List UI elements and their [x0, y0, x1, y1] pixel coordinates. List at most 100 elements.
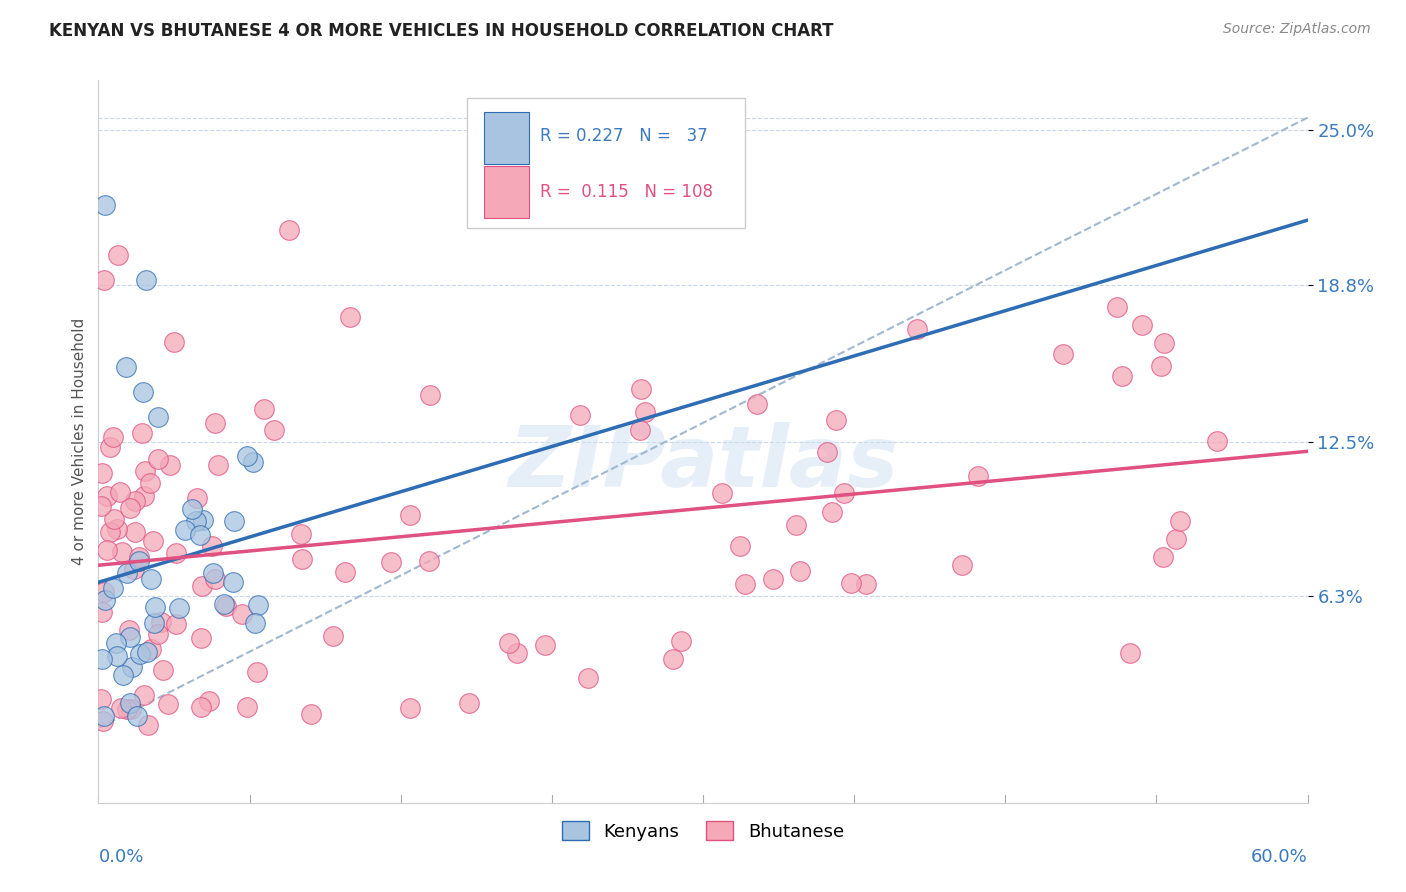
Point: [734, 577, 756, 591]
Point: [122, 562, 145, 576]
Text: Source: ZipAtlas.com: Source: ZipAtlas.com: [1223, 22, 1371, 37]
FancyBboxPatch shape: [484, 166, 529, 219]
Point: [107, 248, 129, 262]
Text: 0.0%: 0.0%: [98, 847, 143, 865]
Point: [1205, 434, 1227, 448]
Point: [90, 466, 112, 480]
FancyBboxPatch shape: [467, 98, 745, 228]
Point: [380, 555, 402, 569]
Text: 60.0%: 60.0%: [1251, 847, 1308, 865]
Point: [291, 552, 314, 566]
Point: [93, 708, 115, 723]
Point: [204, 417, 226, 431]
Point: [134, 464, 156, 478]
Point: [98, 440, 121, 454]
Point: [568, 408, 591, 422]
Point: [1111, 369, 1133, 384]
Point: [90, 651, 112, 665]
Point: [132, 384, 155, 399]
Point: [128, 550, 150, 565]
Point: [905, 321, 928, 335]
Point: [132, 688, 155, 702]
Point: [198, 693, 221, 707]
Point: [201, 566, 224, 581]
Point: [498, 636, 520, 650]
Point: [190, 631, 212, 645]
Point: [124, 525, 146, 540]
Point: [101, 581, 124, 595]
Point: [245, 665, 267, 679]
Point: [785, 518, 807, 533]
Point: [290, 527, 312, 541]
Point: [184, 514, 207, 528]
Point: [146, 627, 169, 641]
Point: [214, 598, 236, 612]
Point: [839, 575, 862, 590]
Point: [157, 697, 180, 711]
Point: [115, 566, 138, 581]
Point: [246, 599, 269, 613]
Point: [91, 714, 114, 728]
Point: [1166, 532, 1188, 546]
Point: [419, 388, 441, 402]
Point: [146, 409, 169, 424]
Point: [418, 554, 440, 568]
Point: [105, 649, 128, 664]
Y-axis label: 4 or more Vehicles in Household: 4 or more Vehicles in Household: [72, 318, 87, 566]
Text: ZIPatlas: ZIPatlas: [508, 422, 898, 505]
Point: [118, 624, 141, 638]
Point: [136, 718, 159, 732]
Point: [669, 633, 692, 648]
Point: [967, 469, 990, 483]
Point: [236, 449, 259, 463]
Point: [745, 397, 768, 411]
Point: [399, 508, 422, 523]
Point: [120, 702, 142, 716]
Point: [146, 451, 169, 466]
Point: [398, 701, 420, 715]
Point: [139, 641, 162, 656]
Point: [136, 645, 159, 659]
Point: [124, 494, 146, 508]
Point: [90, 691, 112, 706]
Point: [110, 701, 132, 715]
Point: [1105, 300, 1128, 314]
Point: [1152, 549, 1174, 564]
Point: [506, 646, 529, 660]
Point: [1150, 359, 1173, 373]
Text: KENYAN VS BHUTANESE 4 OR MORE VEHICLES IN HOUSEHOLD CORRELATION CHART: KENYAN VS BHUTANESE 4 OR MORE VEHICLES I…: [49, 22, 834, 40]
Point: [263, 423, 285, 437]
Point: [163, 334, 186, 349]
Point: [127, 709, 149, 723]
Point: [1052, 347, 1074, 361]
Point: [152, 663, 174, 677]
Point: [159, 458, 181, 472]
Point: [628, 423, 651, 437]
Point: [96, 489, 118, 503]
Point: [207, 458, 229, 472]
Point: [634, 405, 657, 419]
Point: [661, 652, 683, 666]
Text: R = 0.227   N =   37: R = 0.227 N = 37: [540, 128, 707, 145]
Point: [139, 475, 162, 490]
Point: [191, 579, 214, 593]
Point: [242, 455, 264, 469]
Point: [221, 575, 243, 590]
Point: [121, 659, 143, 673]
Point: [825, 413, 848, 427]
Point: [815, 445, 838, 459]
Point: [111, 544, 134, 558]
Point: [231, 607, 253, 621]
Point: [173, 523, 195, 537]
Point: [93, 585, 115, 599]
Point: [128, 554, 150, 568]
Text: R =  0.115   N = 108: R = 0.115 N = 108: [540, 183, 713, 201]
Point: [165, 617, 187, 632]
Point: [132, 489, 155, 503]
Point: [115, 359, 138, 374]
Point: [322, 629, 344, 643]
Point: [93, 593, 115, 607]
Point: [90, 499, 112, 513]
Point: [118, 500, 141, 515]
Point: [129, 647, 152, 661]
